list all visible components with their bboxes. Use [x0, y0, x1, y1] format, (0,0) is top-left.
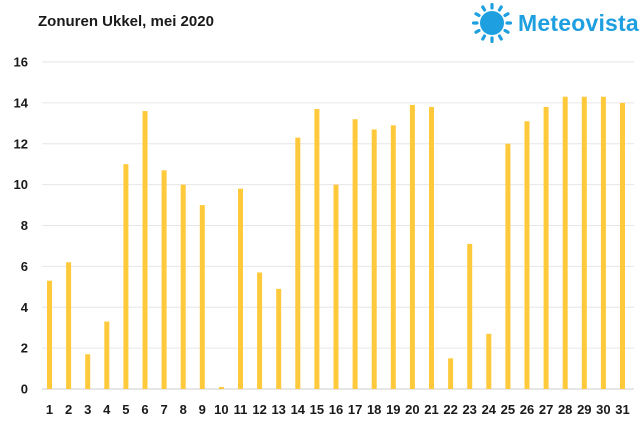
bar-day-4 [104, 321, 110, 389]
x-tick-label: 11 [234, 402, 248, 417]
x-tick-label: 16 [329, 402, 343, 417]
sun-ray [474, 28, 481, 34]
y-tick-label: 14 [14, 95, 29, 110]
x-tick-label: 24 [482, 402, 497, 417]
bar-day-19 [390, 125, 396, 389]
y-tick-label: 6 [21, 259, 28, 274]
bar-day-26 [524, 121, 530, 390]
brand-logo: Meteovista [472, 3, 639, 43]
x-tick-label: 15 [310, 402, 324, 417]
y-tick-label: 16 [14, 55, 28, 70]
bar-day-24 [486, 333, 492, 389]
bar-day-15 [314, 109, 320, 389]
x-tick-label: 23 [462, 402, 476, 417]
bar-day-30 [600, 96, 606, 390]
bar-day-14 [295, 137, 301, 389]
bar-day-23 [467, 243, 473, 389]
brand-name: Meteovista [518, 9, 639, 36]
x-tick-label: 27 [539, 402, 553, 417]
x-tick-label: 6 [141, 402, 148, 417]
sun-ray [481, 34, 487, 41]
bar-day-25 [505, 143, 511, 389]
x-tick-label: 10 [214, 402, 228, 417]
sun-ray [503, 28, 510, 34]
y-tick-label: 12 [14, 136, 28, 151]
sun-ray [481, 5, 487, 12]
sun-logo-icon [472, 3, 512, 43]
bar-day-18 [371, 129, 377, 389]
y-tick-label: 8 [21, 218, 28, 233]
x-tick-label: 31 [615, 402, 629, 417]
x-tick-label: 17 [348, 402, 362, 417]
x-tick-label: 12 [252, 402, 266, 417]
bar-day-13 [276, 288, 282, 389]
y-tick-label: 10 [14, 177, 28, 192]
x-tick-label: 8 [180, 402, 187, 417]
bar-day-31 [620, 102, 625, 389]
bar-day-12 [257, 272, 263, 389]
bar-day-10 [218, 386, 224, 389]
bar-day-16 [333, 184, 339, 389]
x-tick-label: 13 [271, 402, 285, 417]
x-tick-label: 22 [443, 402, 457, 417]
x-tick-label: 14 [291, 402, 306, 417]
x-tick-label: 5 [122, 402, 129, 417]
bar-day-7 [161, 170, 167, 389]
chart-title: Zonuren Ukkel, mei 2020 [38, 13, 214, 30]
x-tick-label: 18 [367, 402, 381, 417]
x-tick-label: 2 [65, 402, 72, 417]
bar-day-29 [581, 96, 587, 390]
bar-day-11 [238, 188, 243, 389]
x-tick-label: 3 [84, 402, 91, 417]
bar-day-28 [562, 96, 568, 390]
x-tick-label: 1 [46, 402, 53, 417]
x-tick-label: 30 [596, 402, 610, 417]
bar-day-1 [47, 280, 52, 389]
sun-ray [497, 5, 503, 12]
bar-day-5 [123, 164, 129, 389]
bar-day-21 [429, 106, 434, 390]
bar-day-8 [180, 184, 186, 389]
bar-day-27 [543, 106, 549, 390]
bar-day-2 [66, 262, 72, 389]
x-tick-label: 29 [577, 402, 591, 417]
sun-ray [503, 12, 510, 18]
bar-day-22 [448, 358, 454, 389]
y-tick-label: 2 [21, 341, 28, 356]
bar-day-17 [352, 119, 358, 389]
x-tick-label: 26 [520, 402, 534, 417]
x-tick-label: 19 [386, 402, 400, 417]
x-tick-label: 21 [424, 402, 438, 417]
bar-day-20 [409, 104, 415, 389]
x-tick-label: 25 [501, 402, 515, 417]
bar-day-9 [199, 205, 205, 389]
x-tick-label: 7 [160, 402, 167, 417]
y-tick-label: 4 [21, 300, 29, 315]
bar-day-6 [142, 111, 148, 390]
bar-day-3 [85, 354, 91, 389]
sun-ray [474, 12, 481, 18]
x-tick-label: 4 [103, 402, 111, 417]
x-tick-label: 20 [405, 402, 419, 417]
x-tick-label: 28 [558, 402, 572, 417]
sun-ray [497, 34, 503, 41]
x-tick-label: 9 [199, 402, 206, 417]
y-tick-label: 0 [21, 382, 28, 397]
